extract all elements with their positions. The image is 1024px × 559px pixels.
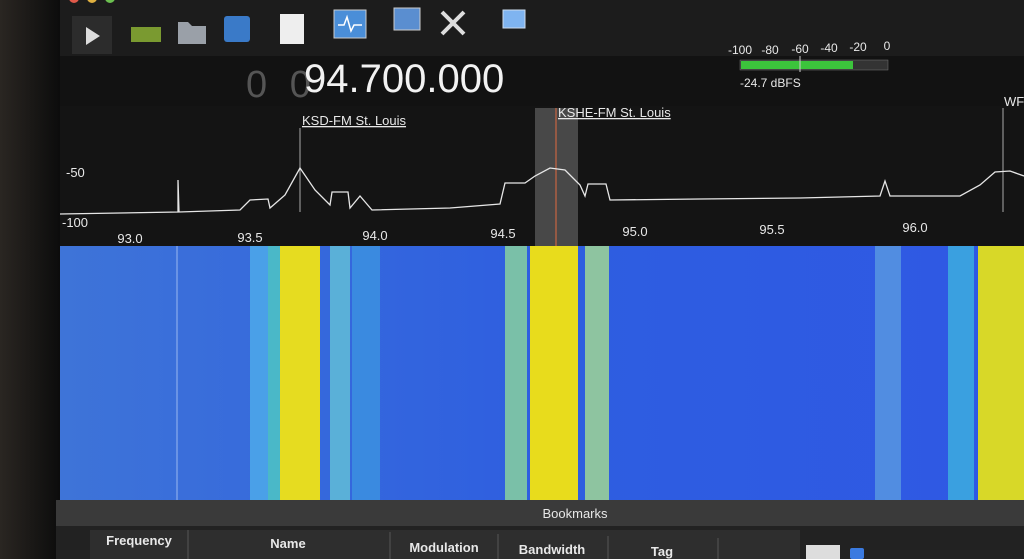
waterfall-band <box>978 246 1024 500</box>
frequency-tick-label: 93.0 <box>117 231 142 246</box>
checkbox[interactable] <box>850 548 864 559</box>
meter-scale-label: -100 <box>728 43 752 57</box>
window-close[interactable] <box>69 0 79 3</box>
waterfall-band <box>875 246 901 500</box>
frequency-value: 94.700.000 <box>304 57 504 101</box>
waterfall-band <box>585 246 609 500</box>
save-button[interactable] <box>224 16 250 42</box>
column-header[interactable]: Tag <box>651 544 673 559</box>
play-icon <box>86 27 100 45</box>
column-header[interactable]: Modulation <box>409 540 478 555</box>
column-header[interactable]: Bandwidth <box>519 542 585 557</box>
meter-scale-label: -40 <box>820 41 838 55</box>
spectrum-trace <box>59 166 1024 215</box>
frequency-tick-label: 95.0 <box>622 224 647 239</box>
panel-button[interactable] <box>806 545 840 559</box>
signal-meter: -100 -80 -60 -40 -20 0 -24.7 dBFS <box>728 39 891 90</box>
meter-scale-label: -60 <box>791 42 809 56</box>
waterfall-band <box>330 246 350 500</box>
station-label[interactable]: KSHE-FM St. Louis <box>558 105 671 120</box>
level-label: -100 <box>62 215 88 230</box>
fft-button[interactable] <box>333 9 367 39</box>
frequency-tick-label: 94.0 <box>362 228 387 243</box>
open-button[interactable] <box>178 22 206 44</box>
station-label[interactable]: KSD-FM St. Louis <box>302 113 407 128</box>
frequency-tick-label: 94.5 <box>490 226 515 241</box>
level-label: -50 <box>66 165 85 180</box>
waterfall-band <box>268 246 280 500</box>
meter-scale-label: 0 <box>884 39 891 53</box>
waterfall-band <box>530 246 578 500</box>
waterfall-band <box>948 246 974 500</box>
waterfall-band <box>250 246 268 500</box>
toolbar <box>60 0 1024 56</box>
bookmarks-header <box>90 530 800 559</box>
settings-button[interactable] <box>440 10 466 36</box>
bezel <box>0 0 60 559</box>
network-button[interactable] <box>393 7 421 31</box>
frequency-tick-label: 96.0 <box>902 220 927 235</box>
column-dividers <box>187 530 719 559</box>
column-header[interactable]: Name <box>270 536 305 551</box>
meter-reading: -24.7 dBFS <box>740 76 801 90</box>
fft-icon <box>338 14 362 34</box>
meter-bar <box>741 61 853 69</box>
station-label[interactable]: WF <box>1004 94 1024 109</box>
device-button[interactable] <box>131 27 161 42</box>
waterfall-band <box>505 246 527 500</box>
frequency-leading: 0 0 <box>246 64 317 106</box>
column-header[interactable]: Frequency <box>106 533 173 548</box>
bookmark-button[interactable] <box>280 14 304 44</box>
bookmarks-titlebar <box>56 500 1024 526</box>
toolbar-buttons <box>72 7 526 54</box>
fullscreen-button[interactable] <box>502 9 526 29</box>
frequency-tick-label: 93.5 <box>237 230 262 245</box>
window-zoom[interactable] <box>105 0 115 3</box>
meter-scale-label: -20 <box>849 40 867 54</box>
frequency-tick-label: 95.5 <box>759 222 784 237</box>
waterfall <box>60 246 1024 500</box>
waterfall-band <box>280 246 320 500</box>
waterfall-band <box>352 246 380 500</box>
bookmarks-title: Bookmarks <box>542 506 608 521</box>
meter-scale-label: -80 <box>761 43 779 57</box>
window-minimize[interactable] <box>87 0 97 3</box>
